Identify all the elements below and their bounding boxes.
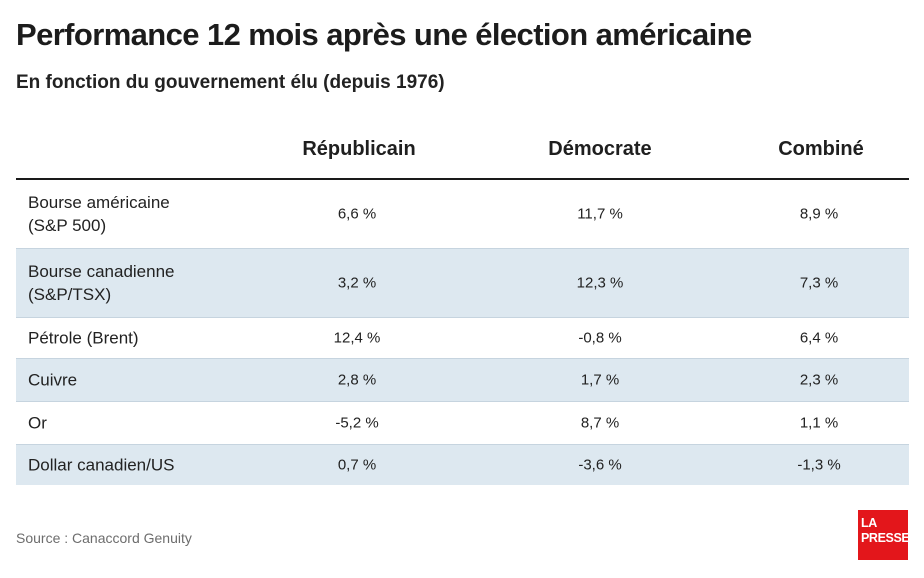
cell-combine: 8,9 %: [799, 205, 839, 223]
row-label-line: Cuivre: [28, 370, 78, 390]
row-label-line: (S&P 500): [28, 216, 107, 235]
cell-combine: 2,3 %: [799, 371, 839, 389]
cell-democrate: 11,7 %: [577, 205, 623, 223]
row-label-line: Dollar canadien/US: [28, 455, 175, 475]
cell-combine: 7,3 %: [799, 274, 839, 292]
table-row-petrole-brent: Pétrole (Brent) 12,4 % -0,8 % 6,4 %: [16, 317, 909, 358]
cell-republicain: -5,2 %: [335, 414, 379, 432]
la-presse-logo: LA PRESSE: [858, 510, 910, 560]
table-header: Républicain Démocrate Combiné: [16, 132, 909, 180]
table-row-dollar-canadien-us: Dollar canadien/US 0,7 % -3,6 % -1,3 %: [16, 444, 909, 485]
table-row-bourse-canadienne: Bourse canadienne (S&P/TSX) 3,2 % 12,3 % 7,3…: [16, 248, 909, 317]
cell-democrate: 12,3 %: [576, 274, 624, 292]
table-row-bourse-americaine: Bourse américaine (S&P 500) 6,6 % 11,7 % 8,9…: [16, 180, 909, 248]
cell-democrate: -3,6 %: [578, 456, 622, 474]
cell-combine: 6,4 %: [799, 329, 839, 347]
cell-democrate: 1,7 %: [580, 371, 620, 389]
row-label-line: Or: [28, 413, 47, 433]
column-header-democrate: Démocrate: [548, 138, 652, 160]
row-label: Bourse américaine (S&P 500): [28, 191, 170, 237]
row-label-line: Pétrole (Brent): [28, 328, 139, 348]
cell-republicain: 2,8 %: [337, 371, 377, 389]
cell-republicain: 6,6 %: [337, 205, 377, 223]
cell-republicain: 0,7 %: [337, 456, 377, 474]
logo-text-presse: PRESSE: [861, 531, 910, 545]
logo-text-la: LA: [861, 516, 877, 530]
source-note: Source : Canaccord Genuity: [16, 530, 192, 546]
row-label: Bourse canadienne (S&P/TSX): [28, 260, 175, 306]
cell-republicain: 12,4 %: [333, 329, 381, 347]
cell-combine: 1,1 %: [799, 414, 839, 432]
cell-democrate: 8,7 %: [580, 414, 620, 432]
performance-table: Républicain Démocrate Combiné Bourse amé…: [16, 132, 909, 485]
cell-combine: -1,3 %: [797, 456, 841, 474]
row-label-line: Bourse canadienne: [28, 262, 175, 281]
table-row-or: Or -5,2 % 8,7 % 1,1 %: [16, 401, 909, 444]
row-label: Or: [28, 412, 47, 435]
chart-title: Performance 12 mois après une élection a…: [16, 17, 752, 52]
cell-democrate: -0,8 %: [578, 329, 622, 347]
chart-subtitle: En fonction du gouvernement élu (depuis …: [16, 72, 445, 93]
column-header-republicain: Républicain: [302, 138, 416, 160]
row-label: Dollar canadien/US: [28, 454, 174, 477]
cell-republicain: 3,2 %: [337, 274, 377, 292]
column-header-combine: Combiné: [778, 138, 864, 160]
table-body: Bourse américaine (S&P 500) 6,6 % 11,7 % 8,9…: [16, 180, 909, 485]
row-label: Cuivre: [28, 369, 77, 392]
row-label: Pétrole (Brent): [28, 327, 139, 350]
table-row-cuivre: Cuivre 2,8 % 1,7 % 2,3 %: [16, 358, 909, 401]
row-label-line: (S&P/TSX): [28, 285, 112, 304]
row-label-line: Bourse américaine: [28, 193, 170, 212]
